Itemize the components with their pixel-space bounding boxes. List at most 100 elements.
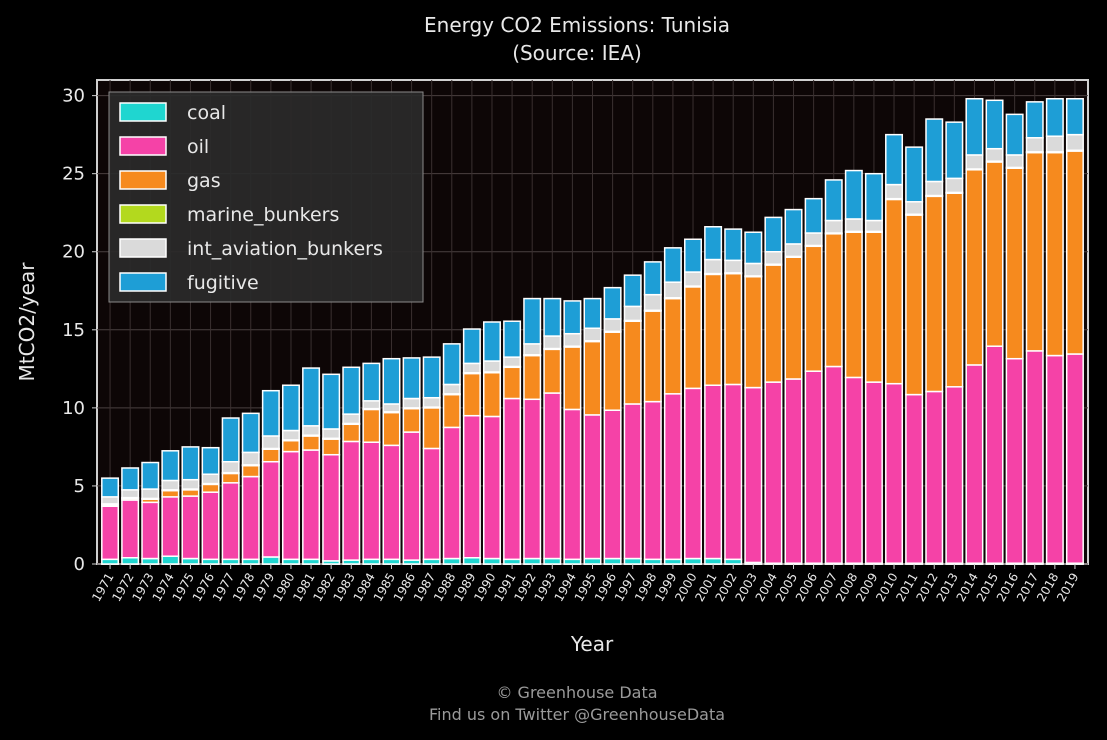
bar-int_aviation_bunkers-2004 — [764, 250, 783, 265]
bar-gas-2016 — [1005, 167, 1024, 360]
bar-int_aviation_bunkers-2018 — [1045, 135, 1064, 153]
bar-oil-1987 — [422, 447, 441, 561]
bar-coal-1974 — [161, 555, 180, 565]
bar-coal-1993 — [543, 557, 562, 565]
bar-int_aviation_bunkers-1978 — [241, 451, 260, 466]
bar-oil-1991 — [503, 397, 522, 561]
bar-gas-1978 — [241, 464, 260, 478]
bar-int_aviation_bunkers-2002 — [724, 259, 743, 274]
bar-fugitive-1979 — [261, 389, 280, 437]
bar-int_aviation_bunkers-1989 — [462, 362, 481, 374]
bar-fugitive-1984 — [362, 362, 381, 402]
bar-int_aviation_bunkers-2009 — [864, 219, 883, 233]
bar-gas-1999 — [663, 297, 682, 395]
bar-oil-1994 — [563, 408, 582, 561]
bar-fugitive-1976 — [201, 446, 220, 475]
bar-coal-1996 — [603, 557, 622, 565]
bar-int_aviation_bunkers-1975 — [181, 478, 200, 490]
bar-oil-1978 — [241, 475, 260, 561]
bar-oil-1982 — [322, 453, 341, 562]
y-tick-label: 15 — [62, 320, 85, 341]
bar-int_aviation_bunkers-1985 — [382, 403, 401, 413]
footer-twitter: Find us on Twitter @GreenhouseData — [429, 705, 725, 724]
bar-oil-1984 — [362, 441, 381, 561]
bar-fugitive-1972 — [121, 467, 140, 491]
bar-gas-2005 — [784, 256, 803, 380]
bar-gas-2015 — [985, 161, 1004, 347]
legend-label-coal: coal — [187, 102, 226, 124]
bar-int_aviation_bunkers-1986 — [402, 397, 421, 409]
legend-label-int_aviation_bunkers: int_aviation_bunkers — [187, 238, 383, 260]
bar-fugitive-1990 — [482, 321, 501, 362]
bar-gas-1997 — [623, 320, 642, 405]
bar-oil-2004 — [764, 381, 783, 564]
bar-int_aviation_bunkers-2001 — [704, 258, 723, 275]
bar-fugitive-1993 — [543, 297, 562, 337]
bar-fugitive-1992 — [523, 297, 542, 345]
bar-int_aviation_bunkers-2019 — [1065, 133, 1084, 152]
bar-fugitive-2012 — [925, 118, 944, 183]
bar-int_aviation_bunkers-2010 — [885, 183, 904, 200]
bar-int_aviation_bunkers-2003 — [744, 262, 763, 277]
x-axis-label: Year — [570, 632, 614, 656]
bar-oil-1971 — [101, 505, 120, 561]
bar-gas-1992 — [523, 354, 542, 401]
x-tick-label: 2019 — [1054, 571, 1081, 604]
bar-fugitive-2018 — [1045, 97, 1064, 137]
bar-gas-2014 — [965, 169, 984, 366]
legend-label-marine_bunkers: marine_bunkers — [187, 204, 339, 226]
bar-fugitive-1988 — [442, 343, 461, 386]
chart-subtitle: (Source: IEA) — [512, 41, 642, 65]
bar-fugitive-2007 — [824, 179, 843, 222]
bar-gas-1977 — [221, 472, 240, 484]
bar-fugitive-1971 — [101, 477, 120, 498]
bar-int_aviation_bunkers-2008 — [844, 218, 863, 233]
bar-fugitive-1999 — [663, 247, 682, 283]
bar-int_aviation_bunkers-1980 — [281, 429, 300, 441]
bar-oil-1989 — [462, 414, 481, 559]
y-tick-label: 0 — [74, 554, 85, 575]
bar-fugitive-1982 — [322, 373, 341, 430]
bar-oil-1997 — [623, 403, 642, 560]
bar-fugitive-1997 — [623, 274, 642, 308]
bar-gas-2000 — [684, 286, 703, 390]
y-tick-label: 25 — [62, 164, 85, 185]
bar-gas-1983 — [342, 423, 361, 443]
bar-gas-1984 — [362, 408, 381, 443]
bar-coal-1992 — [523, 557, 542, 565]
bar-oil-2012 — [925, 390, 944, 564]
bar-oil-2008 — [844, 376, 863, 564]
bar-oil-1972 — [121, 499, 140, 559]
y-tick-label: 30 — [62, 86, 85, 107]
bar-gas-1998 — [643, 310, 662, 403]
y-tick-label: 10 — [62, 398, 85, 419]
bar-gas-1985 — [382, 411, 401, 447]
bar-fugitive-2015 — [985, 99, 1004, 150]
footer-copyright: © Greenhouse Data — [496, 683, 657, 702]
bar-gas-1980 — [281, 439, 300, 453]
bar-gas-1994 — [563, 346, 582, 411]
bar-int_aviation_bunkers-1995 — [583, 327, 602, 342]
bar-int_aviation_bunkers-2000 — [684, 271, 703, 287]
bar-oil-1983 — [342, 440, 361, 561]
bar-int_aviation_bunkers-1981 — [302, 425, 321, 436]
bar-oil-2005 — [784, 378, 803, 564]
bar-oil-1986 — [402, 431, 421, 561]
bar-oil-1999 — [663, 393, 682, 561]
bar-coal-1975 — [181, 557, 200, 565]
bar-fugitive-2006 — [804, 197, 823, 234]
y-tick-label: 20 — [62, 242, 85, 263]
bar-gas-2009 — [864, 231, 883, 383]
bar-coal-1988 — [442, 557, 461, 565]
x-axis-ticks: 1971197219731974197519761977197819791980… — [89, 564, 1082, 604]
bar-oil-1993 — [543, 392, 562, 560]
bar-oil-1973 — [141, 501, 160, 560]
bar-int_aviation_bunkers-1983 — [342, 413, 361, 425]
bar-fugitive-2019 — [1065, 97, 1084, 136]
bar-int_aviation_bunkers-1990 — [482, 360, 501, 373]
bar-oil-1998 — [643, 400, 662, 561]
footer: © Greenhouse Data Find us on Twitter @Gr… — [429, 683, 725, 724]
bar-fugitive-1989 — [462, 328, 481, 365]
bar-oil-1980 — [281, 450, 300, 561]
bar-oil-2019 — [1065, 353, 1084, 564]
